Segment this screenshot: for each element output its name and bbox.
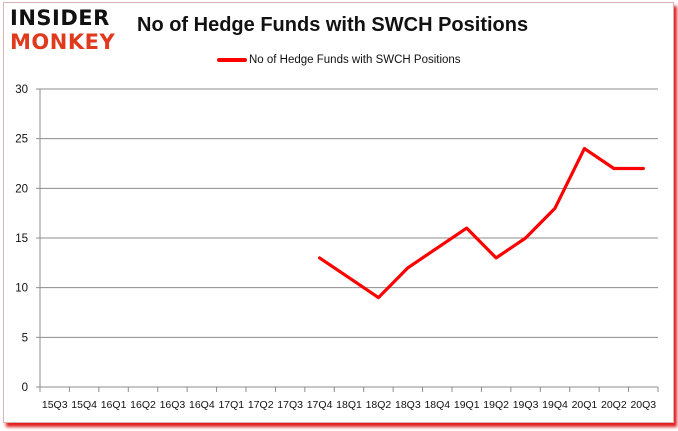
x-tick-label: 17Q4 (307, 399, 333, 411)
x-tick-label: 16Q1 (101, 399, 127, 411)
x-tick-label: 20Q2 (601, 399, 627, 411)
x-tick-label: 17Q1 (218, 399, 244, 411)
y-tick-label: 5 (22, 332, 28, 344)
x-axis: 15Q3 15Q4 16Q1 16Q2 16Q3 16Q4 17Q1 17Q2 17Q3 17Q4… (39, 386, 659, 411)
x-tick-label: 20Q3 (630, 399, 656, 411)
y-tick-label: 15 (15, 233, 28, 245)
legend-label: No of Hedge Funds with SWCH Positions (249, 54, 461, 66)
y-tick-label: 0 (22, 382, 28, 394)
y-tick-label: 30 (15, 84, 28, 96)
x-tick-label: 18Q1 (336, 399, 362, 411)
series-line (318, 147, 645, 300)
chart-title: No of Hedge Funds with SWCH Positions (137, 14, 529, 36)
x-tick-label: 19Q2 (483, 399, 509, 411)
x-tick-label: 16Q4 (189, 399, 215, 411)
legend-line-swatch-icon (217, 58, 247, 62)
y-tick-label: 10 (15, 283, 28, 295)
y-tick-label: 20 (15, 183, 28, 195)
x-tick-label: 19Q4 (542, 399, 568, 411)
x-tick-label: 19Q3 (513, 399, 539, 411)
x-tick-label: 17Q2 (248, 399, 274, 411)
x-tick-label: 20Q1 (572, 399, 598, 411)
chart-legend: No of Hedge Funds with SWCH Positions (217, 54, 461, 66)
y-axis: 0 5 10 15 20 25 30 (15, 84, 41, 394)
x-tick-label: 18Q2 (366, 399, 392, 411)
logo-line1: INSIDER (10, 6, 110, 30)
data-series (318, 147, 645, 300)
x-tick-label: 15Q3 (42, 399, 68, 411)
logo-line2: MONKEY (10, 30, 116, 54)
x-tick-label: 16Q3 (160, 399, 186, 411)
y-tick-label: 25 (15, 134, 28, 146)
insider-monkey-logo: INSIDER MONKEY (10, 6, 130, 54)
x-tick-label: 18Q4 (424, 399, 450, 411)
gridlines (40, 88, 658, 338)
x-tick-label: 15Q4 (71, 399, 97, 411)
x-tick-label: 18Q3 (395, 399, 421, 411)
chart-frame (3, 2, 674, 423)
x-tick-label: 16Q2 (130, 399, 156, 411)
x-tick-label: 17Q3 (277, 399, 303, 411)
x-tick-label: 19Q1 (454, 399, 480, 411)
